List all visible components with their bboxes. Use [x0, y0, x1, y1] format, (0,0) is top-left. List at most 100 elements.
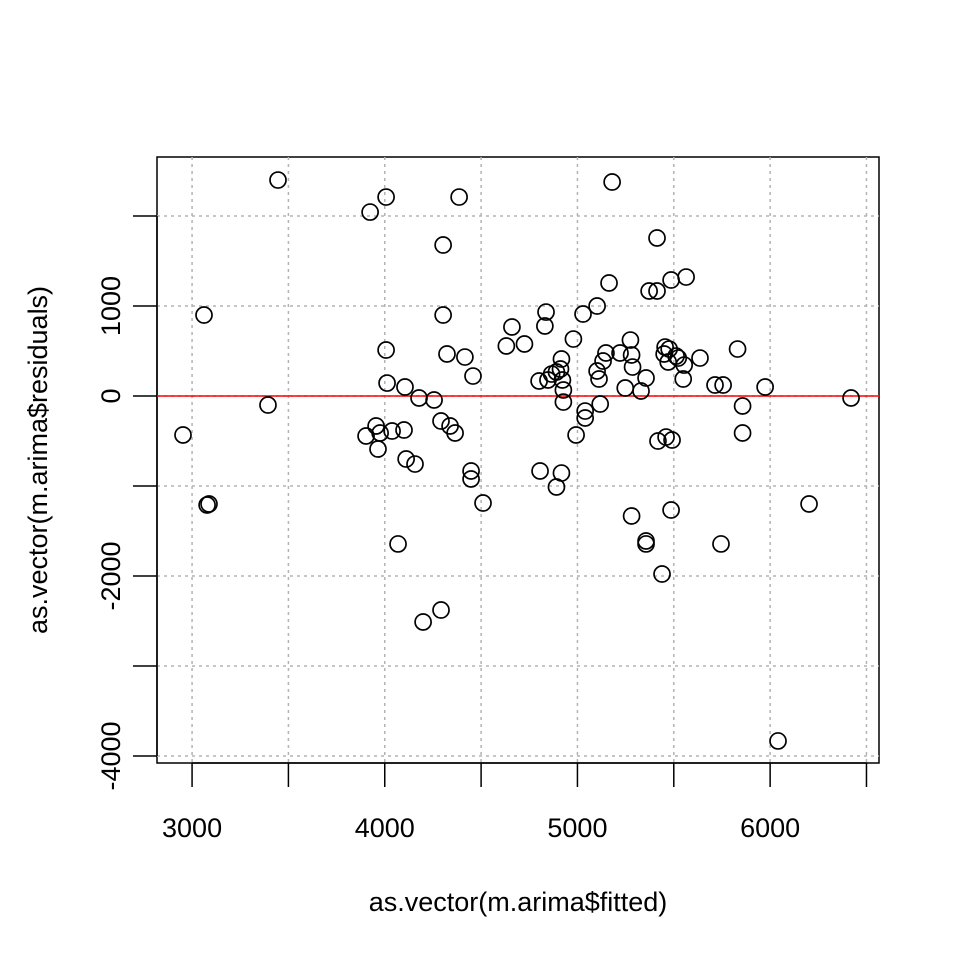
point [456, 348, 474, 366]
point [530, 372, 548, 390]
point [728, 340, 747, 358]
y-axis-label: as.vector(m.arima$residuals) [23, 286, 53, 634]
point [198, 496, 216, 514]
point [462, 462, 480, 480]
point [574, 305, 592, 323]
point [600, 274, 618, 292]
point [733, 424, 752, 442]
x-axis-label: as.vector(m.arima$fitted) [369, 887, 668, 917]
x-tick-label: 5000 [547, 813, 607, 843]
x-tick-label: 4000 [355, 813, 415, 843]
point [649, 432, 667, 450]
point [653, 565, 671, 583]
point [611, 344, 629, 362]
point [503, 318, 521, 336]
point [438, 345, 456, 363]
point [406, 455, 424, 473]
point [536, 317, 554, 335]
point [712, 535, 730, 553]
point [623, 358, 642, 376]
point [648, 282, 666, 300]
point [432, 601, 450, 619]
point [800, 495, 818, 513]
point [357, 427, 375, 445]
point [531, 462, 549, 480]
point [706, 376, 724, 394]
point [434, 306, 452, 324]
point [622, 346, 641, 364]
point [515, 335, 534, 353]
point [195, 306, 213, 324]
point [660, 340, 679, 358]
point [603, 173, 621, 191]
point [369, 440, 387, 458]
y-tick-label: -2000 [96, 541, 126, 610]
point [474, 494, 492, 512]
point [539, 371, 557, 389]
point [537, 303, 555, 321]
point [663, 431, 681, 449]
point [637, 535, 655, 553]
point [389, 535, 407, 553]
point [594, 352, 612, 370]
point [714, 376, 732, 394]
point [621, 331, 640, 349]
point [553, 371, 572, 389]
point [552, 350, 571, 368]
point [588, 297, 606, 315]
y-tick-label: -4000 [96, 721, 126, 790]
point [622, 507, 641, 525]
point [590, 370, 608, 388]
point [769, 732, 787, 750]
point [554, 393, 573, 411]
point [597, 344, 615, 362]
point [576, 402, 595, 420]
point [632, 382, 650, 400]
x-tick-label: 3000 [162, 813, 222, 843]
point [497, 337, 516, 355]
point [677, 268, 695, 286]
point [434, 236, 452, 254]
point [377, 188, 395, 206]
point [174, 426, 192, 444]
point [396, 378, 414, 396]
point [554, 381, 573, 399]
point [842, 389, 860, 407]
point [259, 396, 277, 414]
point [450, 188, 468, 206]
point [659, 353, 678, 371]
point [377, 341, 395, 359]
point [462, 470, 480, 488]
point [662, 501, 680, 519]
point [640, 282, 658, 300]
point [576, 409, 595, 427]
point [733, 397, 752, 415]
point [410, 389, 428, 407]
point [588, 362, 606, 380]
point [425, 391, 443, 409]
point [637, 369, 655, 387]
point [691, 349, 709, 367]
point [564, 330, 583, 348]
point [361, 203, 379, 221]
point [378, 374, 396, 392]
point [616, 379, 635, 397]
y-tick-label: 1000 [96, 276, 126, 336]
point [269, 171, 287, 189]
point [395, 421, 413, 439]
point [464, 367, 482, 385]
point [655, 345, 674, 363]
point [414, 613, 432, 631]
point [551, 360, 570, 378]
point [662, 271, 680, 289]
x-tick-label: 6000 [740, 813, 800, 843]
point [756, 378, 774, 396]
point [567, 426, 585, 444]
y-tick-label: 0 [96, 389, 126, 404]
point [547, 478, 566, 496]
point [383, 422, 401, 440]
point [446, 424, 464, 442]
point [397, 450, 415, 468]
point [674, 370, 693, 388]
